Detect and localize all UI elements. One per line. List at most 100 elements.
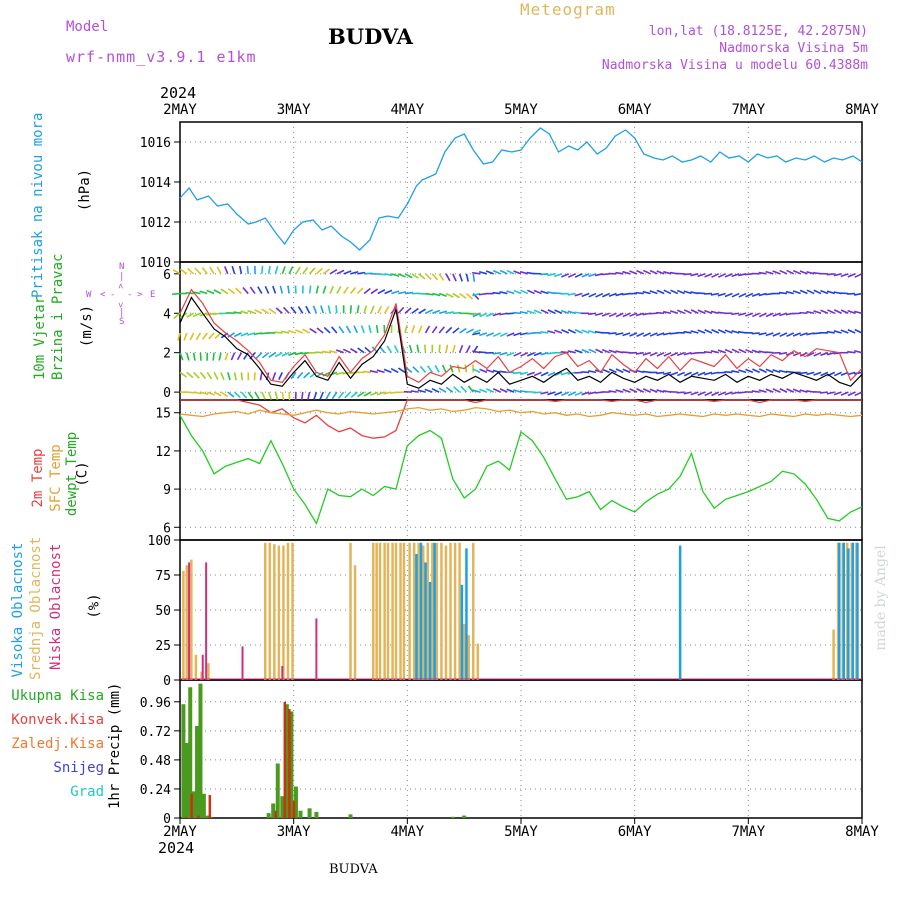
wind-arrow	[738, 348, 747, 354]
wind-arrow	[786, 332, 795, 338]
wind-arrow	[214, 332, 222, 339]
wind-arrow	[731, 312, 740, 316]
wind-arrow	[601, 273, 610, 276]
wind-arrow	[758, 368, 767, 374]
low-cloud-bar	[188, 562, 191, 680]
wind-arrow	[281, 266, 286, 275]
wind-arrow	[738, 369, 747, 374]
wind-arrow	[261, 391, 266, 400]
conv-precip-bar	[288, 709, 291, 818]
wind-arrow	[833, 273, 842, 277]
wind-arrow	[649, 332, 658, 337]
wind-arrow	[840, 329, 849, 334]
wind-arrow	[423, 344, 427, 353]
wind-arrow	[717, 391, 726, 396]
wind-arrow	[786, 388, 795, 393]
wind-arrow	[242, 286, 249, 295]
wind-arrow	[588, 348, 597, 354]
wind-arrow	[581, 292, 590, 298]
wind-arrow	[512, 371, 522, 375]
x-tick-label-bottom: 8MAY	[845, 824, 879, 840]
wind-arrow	[560, 309, 570, 315]
conv-precip-bar	[274, 810, 277, 818]
wind-arrow	[438, 310, 448, 315]
wind-arrow	[772, 388, 781, 393]
wind-arrow	[201, 267, 208, 275]
wind-arrow	[364, 272, 373, 275]
wind-arrow	[499, 370, 508, 374]
wind-arrow	[294, 351, 303, 356]
wind-arrow	[230, 352, 236, 361]
wind-arrow	[179, 268, 188, 275]
total-precip-bar	[198, 683, 203, 818]
wind-arrow	[383, 306, 390, 314]
wind-arrow	[601, 348, 610, 354]
wind-arrow	[199, 290, 208, 295]
y-tick-label: 0	[163, 674, 171, 689]
high-cloud-bar	[842, 542, 846, 680]
y-tick-label: 4	[163, 307, 171, 322]
wind-arrow	[356, 305, 360, 314]
wind-arrow	[377, 273, 386, 276]
wind-arrow	[223, 266, 229, 275]
wind-arrow	[467, 385, 474, 393]
wind-arrow	[417, 389, 426, 393]
wind-arrow	[608, 332, 617, 335]
wind-arrow	[704, 329, 713, 334]
wind-arrow	[247, 309, 256, 315]
wind-arrow	[540, 351, 549, 356]
wind-arrow	[349, 305, 352, 314]
wind-arrow	[799, 389, 808, 393]
wind-arrow	[656, 332, 665, 337]
wind-arrow	[274, 391, 279, 401]
wind-arrow	[411, 273, 419, 279]
wind-arrow	[785, 312, 794, 316]
sfc-temp-line	[179, 406, 863, 418]
wind-arrow	[240, 372, 244, 381]
wind-arrow	[601, 312, 610, 317]
wind-arrow	[594, 312, 604, 317]
wind-arrow	[608, 349, 617, 354]
wind-arrow	[758, 332, 767, 336]
wind-arrow	[425, 309, 434, 314]
legend-hail: Grad	[70, 784, 104, 800]
wind-arrow	[526, 332, 535, 335]
wind-arrow	[307, 391, 311, 401]
wind-arrow	[315, 267, 323, 275]
wind-arrow	[527, 289, 535, 295]
wind-arrow	[554, 391, 563, 396]
wind-arrow	[608, 368, 617, 374]
wind-arrow	[547, 273, 556, 277]
wind-arrow	[513, 389, 522, 393]
wind-arrow	[676, 289, 685, 295]
wind-arrow	[792, 290, 801, 295]
wind-arrow	[364, 346, 372, 354]
wind-arrow	[622, 368, 631, 374]
wind-arrow	[765, 388, 774, 393]
mid-cloud-bar	[444, 545, 448, 680]
model-name: wrf-nmm_v3.9.1 e1km	[66, 48, 257, 66]
wind-arrow	[499, 269, 508, 275]
wind-arrow	[418, 273, 426, 280]
conv-precip-bar	[197, 815, 200, 818]
wind-arrow	[368, 325, 372, 334]
wind-arrow	[386, 345, 393, 354]
wind-arrow	[554, 329, 563, 334]
wind-arrow	[765, 332, 774, 337]
wind-arrow	[663, 310, 672, 315]
wind-arrow	[226, 372, 231, 381]
mid-cloud-bar	[194, 654, 198, 680]
wind-arrow	[384, 289, 393, 295]
wind-arrow	[656, 270, 665, 275]
wind-arrow	[813, 289, 822, 295]
low-cloud-bar	[241, 646, 244, 680]
wind-arrow	[267, 265, 271, 274]
wind-arrow	[312, 305, 318, 314]
wind-arrow	[192, 312, 201, 318]
wind-arrow	[785, 370, 794, 374]
wind-arrow	[519, 270, 529, 275]
wind-arrow	[683, 273, 692, 276]
mid-cloud-bar	[462, 624, 466, 680]
mid-cloud-bar	[264, 542, 267, 680]
wind-arrow	[492, 269, 501, 275]
